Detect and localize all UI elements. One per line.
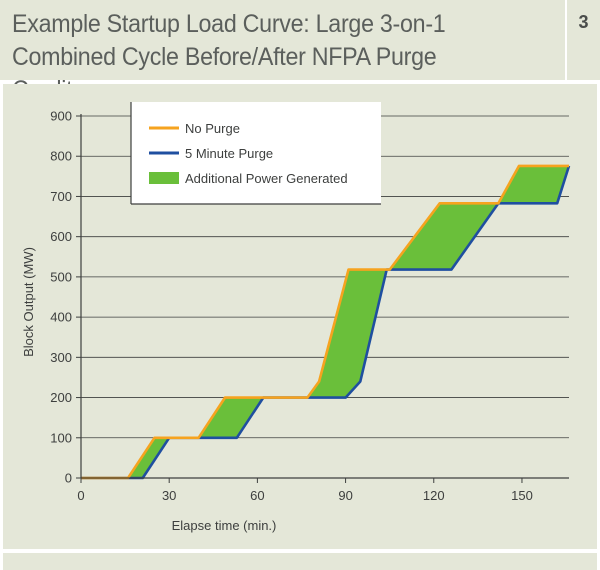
x-tick-label-30: 30 xyxy=(162,488,176,503)
y-tick-label-100: 100 xyxy=(50,430,72,445)
x-tick-label-120: 120 xyxy=(423,488,445,503)
legend-label-no-purge: No Purge xyxy=(185,121,240,136)
legend-label-additional-power: Additional Power Generated xyxy=(185,171,348,186)
y-tick-label-500: 500 xyxy=(50,269,72,284)
x-tick-label-0: 0 xyxy=(77,488,84,503)
y-tick-label-0: 0 xyxy=(65,471,72,486)
x-tick-label-150: 150 xyxy=(511,488,533,503)
additional-power-area xyxy=(81,165,569,478)
y-tick-label-400: 400 xyxy=(50,310,72,325)
x-tick-label-60: 60 xyxy=(250,488,264,503)
legend: No Purge 5 Minute Purge Additional Power… xyxy=(130,102,381,205)
slide-title: Example Startup Load Curve: Large 3-on-1… xyxy=(12,10,446,104)
y-tick-label-200: 200 xyxy=(50,390,72,405)
legend-swatch-additional-power xyxy=(149,172,179,184)
y-tick-label-700: 700 xyxy=(50,189,72,204)
series-lines xyxy=(81,164,571,480)
y-tick-label-800: 800 xyxy=(50,149,72,164)
series-line-no-purge xyxy=(81,164,569,480)
y-tick-label-300: 300 xyxy=(50,350,72,365)
series-line-5-minute-purge xyxy=(81,165,571,480)
tick-labels: 0 100 200 300 400 500 600 700 800 900 0 30 60 90 120 15… xyxy=(50,109,533,504)
chart-panel: 0 100 200 300 400 500 600 700 800 900 0 30 60 90 120 15… xyxy=(3,84,597,549)
x-tick-label-90: 90 xyxy=(338,488,352,503)
x-axis-label: Elapse time (min.) xyxy=(172,518,277,533)
footer-bar xyxy=(3,553,597,570)
y-tick-label-600: 600 xyxy=(50,229,72,244)
additional-power-areas xyxy=(81,165,569,478)
slide-number: 3 xyxy=(578,12,589,32)
startup-load-chart: 0 100 200 300 400 500 600 700 800 900 0 30 60 90 120 15… xyxy=(21,102,571,533)
title-bar: Example Startup Load Curve: Large 3-on-1… xyxy=(0,0,565,104)
axes xyxy=(80,114,569,479)
y-tick-label-900: 900 xyxy=(50,109,72,124)
slide-number-box: 3 xyxy=(567,0,600,80)
y-axis-label: Block Output (MW) xyxy=(21,247,36,357)
legend-label-5-minute-purge: 5 Minute Purge xyxy=(185,146,273,161)
